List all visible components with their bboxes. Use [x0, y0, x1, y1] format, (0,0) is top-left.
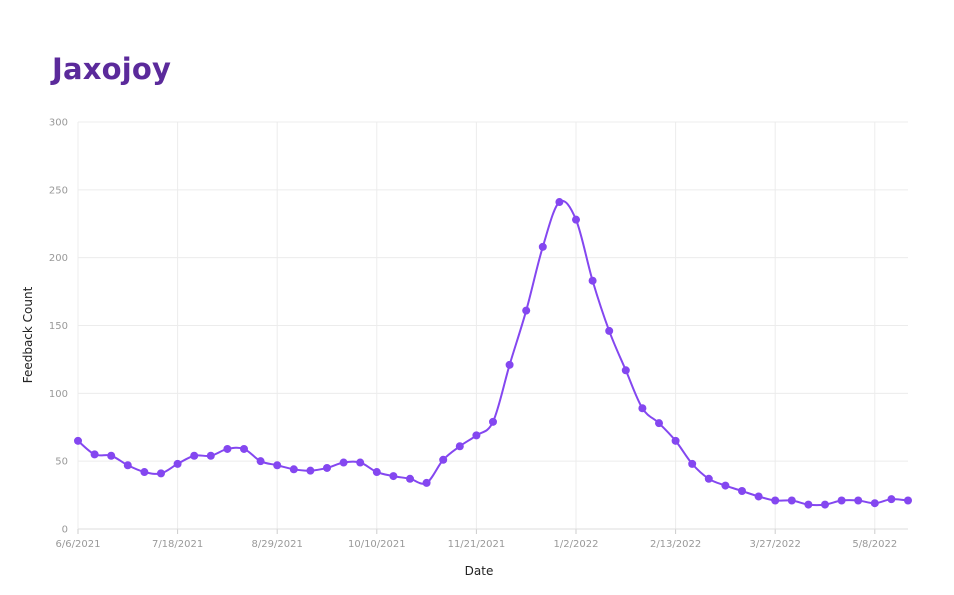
x-tick-label: 1/2/2022 [554, 539, 599, 550]
data-point [904, 496, 912, 505]
data-point [140, 468, 149, 477]
data-point [887, 495, 896, 504]
data-point [157, 469, 165, 478]
data-point [389, 472, 398, 481]
data-point [787, 496, 796, 505]
y-tick-label: 200 [49, 253, 68, 264]
data-point [339, 458, 348, 467]
data-point [256, 457, 265, 466]
series-layer [74, 198, 912, 509]
y-tick-label: 150 [49, 321, 68, 332]
x-tick-label: 7/18/2021 [152, 539, 203, 550]
data-point [455, 442, 464, 451]
data-point [837, 496, 846, 505]
data-point [555, 198, 564, 207]
data-point [422, 478, 431, 487]
data-point [804, 500, 813, 509]
data-point [538, 242, 547, 251]
x-tick-label: 2/13/2022 [650, 539, 701, 550]
data-point [273, 461, 282, 470]
y-tick-label: 250 [49, 185, 68, 196]
data-point [223, 444, 232, 453]
data-point [489, 417, 497, 426]
x-tick-label: 5/8/2022 [852, 539, 897, 550]
data-point [107, 451, 116, 460]
x-tick-label: 10/10/2021 [348, 539, 406, 550]
data-point [671, 436, 680, 445]
data-point [356, 458, 365, 467]
y-axis-label: Feedback Count [21, 286, 35, 383]
x-axis-label: Date [465, 564, 494, 578]
data-point [190, 451, 199, 460]
data-point [704, 474, 713, 483]
data-point [821, 500, 829, 509]
data-point [505, 360, 514, 369]
chart-title: Jaxojoy [52, 52, 172, 86]
axes: 0 50 100 150 200 250 300 6/6/2021 7/18/2021 8/29/… [49, 118, 908, 550]
data-point [439, 455, 448, 464]
data-point [738, 487, 746, 496]
data-point [240, 444, 248, 453]
x-tick-label: 6/6/2021 [56, 539, 101, 550]
x-tick-label: 11/21/2021 [448, 539, 506, 550]
series-line [77, 199, 909, 507]
data-point [638, 404, 647, 413]
y-tick-label: 100 [49, 389, 68, 400]
data-point [870, 499, 879, 508]
grid-lines [77, 121, 908, 530]
data-point [74, 436, 82, 445]
y-tick-label: 300 [49, 118, 68, 129]
data-point [605, 326, 614, 335]
data-point [123, 461, 132, 470]
data-point [688, 459, 697, 468]
data-point [621, 366, 630, 375]
x-tick-label: 8/29/2021 [252, 539, 303, 550]
data-point [721, 481, 730, 490]
data-point [572, 215, 580, 224]
data-point [323, 463, 331, 472]
data-point [472, 431, 481, 440]
data-point [522, 306, 531, 315]
data-point [854, 496, 863, 505]
data-point [306, 466, 315, 475]
data-point [206, 451, 215, 460]
data-point [173, 459, 182, 468]
data-point [655, 419, 663, 428]
data-point [90, 450, 99, 459]
y-tick-label: 50 [55, 457, 68, 468]
data-point [372, 468, 381, 477]
y-tick-label: 0 [62, 525, 68, 536]
data-point [771, 496, 780, 505]
data-point [406, 474, 414, 483]
x-tick-label: 3/27/2022 [750, 539, 801, 550]
data-point [754, 492, 763, 501]
data-point [289, 465, 298, 474]
data-point [588, 276, 597, 285]
